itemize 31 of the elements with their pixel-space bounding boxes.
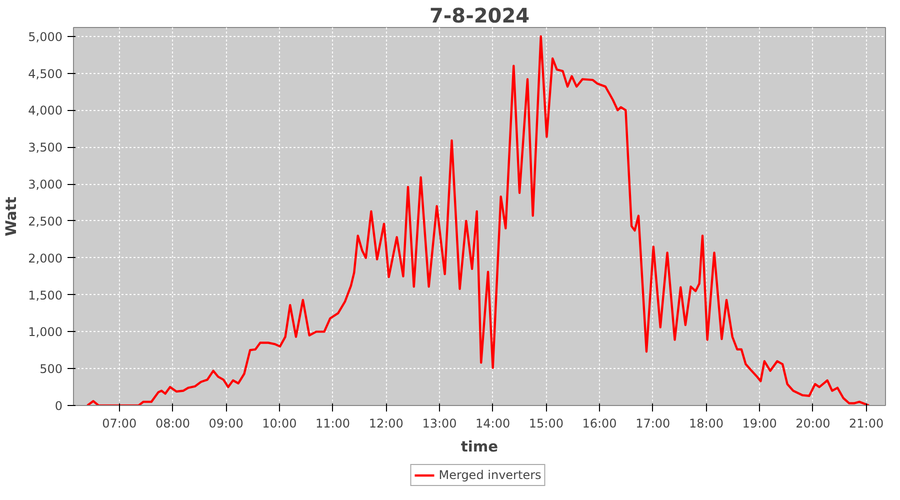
- legend-label: Merged inverters: [438, 468, 542, 482]
- y-tick-label: 1,500: [28, 288, 63, 302]
- x-tick-label: 12:00: [368, 416, 404, 430]
- x-tick-label: 20:00: [796, 416, 830, 430]
- x-tick-label: 10:00: [262, 416, 297, 430]
- x-tick-label: 17:00: [636, 416, 670, 430]
- x-tick-label: 07:00: [102, 416, 137, 430]
- y-tick-label: 1,000: [28, 325, 63, 340]
- y-tick-label: 3,500: [28, 140, 63, 155]
- y-tick-label: 3,000: [28, 178, 63, 192]
- x-axis-title: time: [460, 438, 498, 456]
- x-tick-label: 15:00: [528, 416, 564, 430]
- y-tick-label: 4,000: [28, 104, 63, 118]
- y-tick-label: 2,500: [28, 214, 63, 228]
- line-series: [86, 35, 870, 406]
- x-tick-label: 21:00: [849, 416, 884, 430]
- x-tick-label: 16:00: [582, 416, 617, 430]
- x-tick-label: 09:00: [208, 416, 244, 430]
- y-tick-label: 500: [40, 362, 62, 376]
- chart-title: 7-8-2024: [429, 4, 530, 28]
- y-tick-label: 5,000: [28, 30, 63, 44]
- x-tick-label: 14:00: [476, 416, 510, 430]
- y-tick-label: 2,000: [28, 251, 63, 266]
- y-axis-title: Watt: [3, 196, 20, 236]
- y-tick-label: 0: [54, 399, 63, 413]
- x-tick-label: 08:00: [155, 416, 190, 430]
- x-tick-label: 19:00: [742, 416, 777, 430]
- x-tick-label: 13:00: [422, 416, 457, 430]
- x-tick-label: 11:00: [315, 416, 350, 430]
- x-tick-label: 18:00: [688, 416, 724, 430]
- y-tick-label: 4,500: [28, 66, 63, 81]
